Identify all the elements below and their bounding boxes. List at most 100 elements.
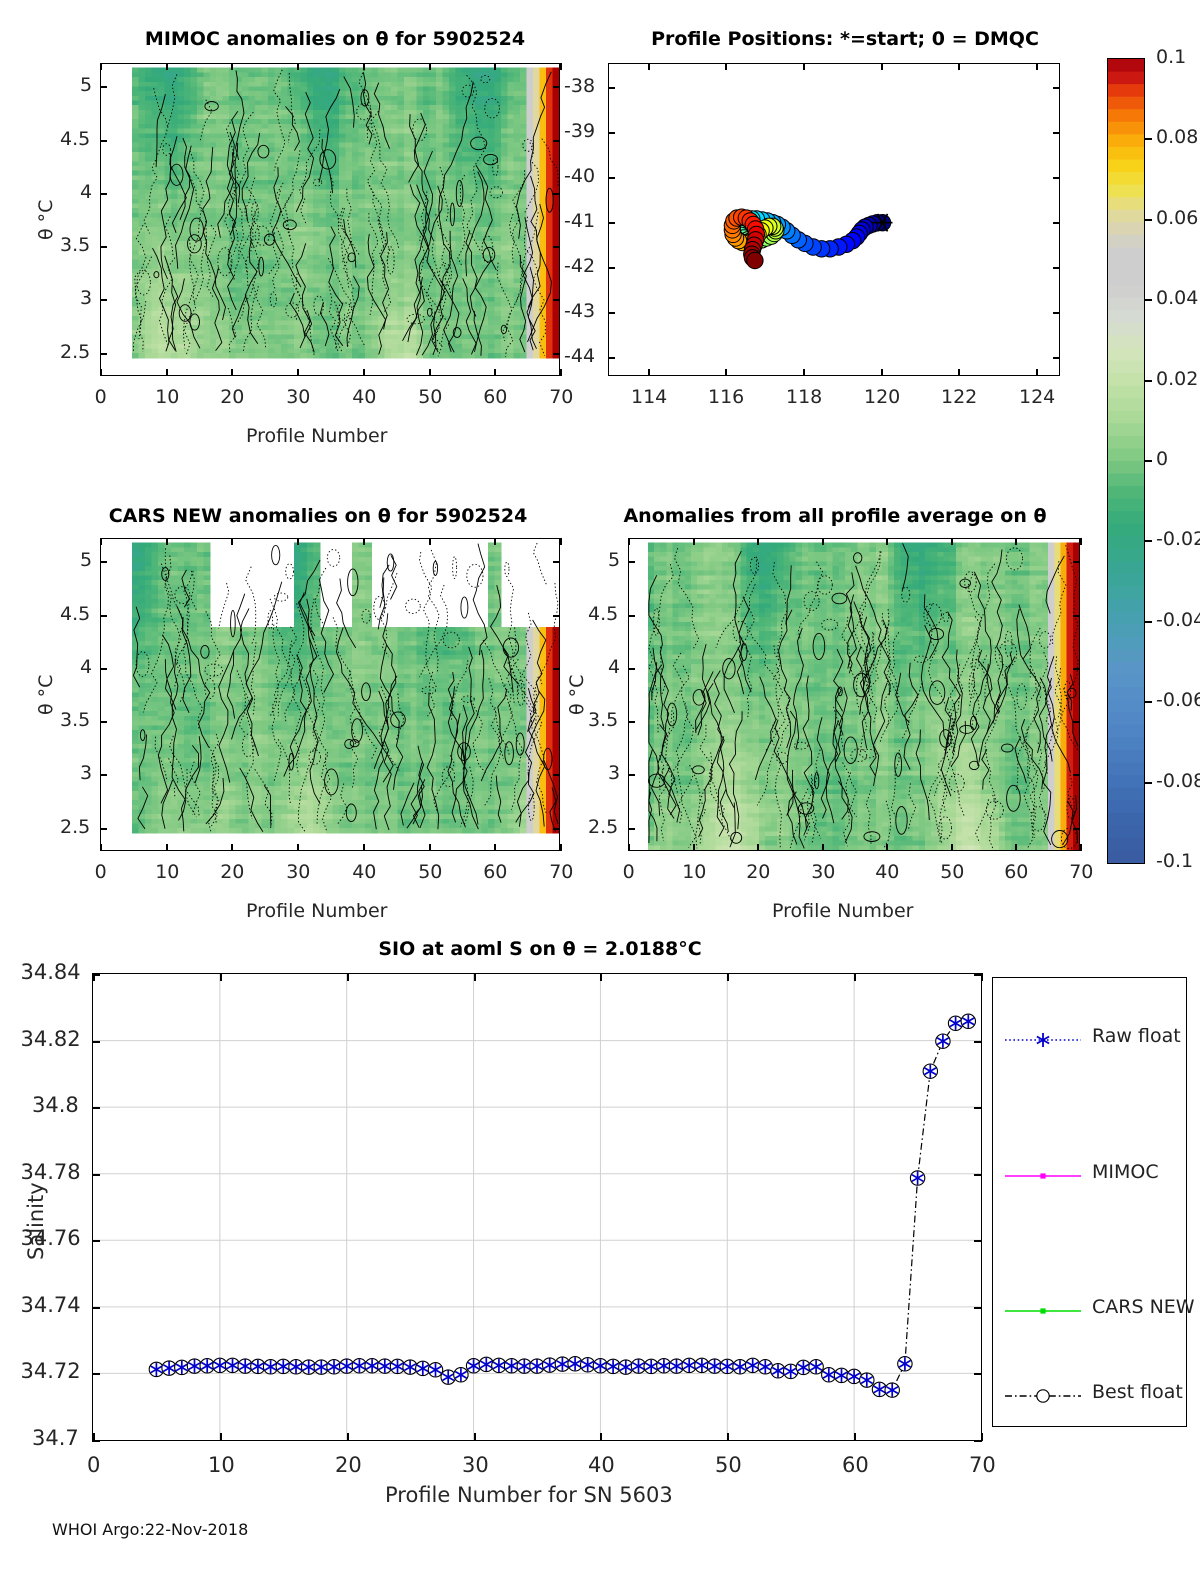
axis-tick — [881, 63, 883, 70]
axis-tick — [166, 369, 168, 376]
axis-tick-label: 0.08 — [1156, 126, 1199, 148]
axis-tick-label: 3.5 — [60, 709, 91, 731]
axis-tick — [1145, 701, 1152, 703]
axis-tick — [628, 561, 635, 563]
axis-tick — [600, 973, 602, 981]
axis-tick — [553, 140, 560, 142]
axis-tick — [1073, 668, 1080, 670]
sio-title: SIO at aoml S on θ = 2.0188°C — [378, 938, 702, 960]
axis-tick — [1036, 63, 1038, 70]
axis-tick — [363, 844, 365, 851]
avg-field — [647, 542, 1079, 850]
axis-tick-label: 5 — [608, 549, 621, 571]
axis-tick — [231, 844, 233, 851]
colorbar-gradient — [1107, 58, 1145, 864]
axis-tick — [100, 63, 102, 70]
axis-tick-label: 30 — [462, 1453, 489, 1477]
axis-tick — [297, 844, 299, 851]
axis-tick — [1015, 844, 1017, 851]
axis-tick — [974, 1240, 982, 1242]
axis-tick-label: 5 — [80, 74, 93, 96]
axis-tick-label: 0 — [1156, 448, 1169, 470]
axis-tick — [553, 668, 560, 670]
axis-tick — [608, 87, 615, 89]
axis-tick — [297, 63, 299, 70]
axis-tick — [1145, 460, 1152, 462]
axis-tick — [560, 538, 562, 545]
avg-xlabel: Profile Number — [772, 900, 914, 922]
axis-tick — [100, 668, 107, 670]
axis-tick-label: 5 — [80, 549, 93, 571]
axis-tick — [100, 369, 102, 376]
axis-tick-label: 70 — [1069, 861, 1094, 883]
cars-ylabel: θ °C — [35, 674, 57, 715]
axis-tick-label: 4 — [608, 656, 621, 678]
axis-tick — [92, 1307, 100, 1309]
axis-tick — [1073, 774, 1080, 776]
axis-tick-label: 0 — [94, 861, 107, 883]
axis-tick-label: 30 — [286, 386, 311, 408]
axis-tick-label: -38 — [564, 75, 596, 97]
axis-tick — [429, 369, 431, 376]
axis-tick — [1145, 219, 1152, 221]
map-axes — [608, 63, 1060, 376]
panel-mimoc-title: MIMOC anomalies on θ for 5902524 — [144, 28, 526, 50]
axis-tick-label: 70 — [549, 386, 574, 408]
axis-tick — [725, 63, 727, 70]
axis-tick-label: 50 — [418, 861, 443, 883]
axis-tick — [951, 844, 953, 851]
legend-item-raw-float: Raw float — [1092, 1025, 1181, 1047]
axis-tick — [628, 615, 635, 617]
axis-tick — [974, 1107, 982, 1109]
panel-cars-title: CARS NEW anomalies on θ for 5902524 — [108, 505, 528, 527]
axis-tick-label: 0.06 — [1156, 207, 1199, 229]
axis-tick — [951, 538, 953, 545]
axis-tick — [974, 1440, 982, 1442]
axis-tick — [560, 369, 562, 376]
axis-tick — [1145, 380, 1152, 382]
axis-tick — [92, 1041, 100, 1043]
axis-tick — [494, 63, 496, 70]
axis-tick-label: 20 — [746, 861, 771, 883]
axis-tick — [886, 538, 888, 545]
axis-tick-label: 4.5 — [60, 603, 91, 625]
axis-tick — [803, 63, 805, 70]
axis-tick-label: 70 — [969, 1453, 996, 1477]
axis-tick — [648, 369, 650, 376]
axis-tick-label: 20 — [335, 1453, 362, 1477]
axis-tick-label: 40 — [352, 861, 377, 883]
axis-tick — [166, 538, 168, 545]
axis-tick — [693, 844, 695, 851]
axis-tick-label: 60 — [483, 861, 508, 883]
axis-tick-label: -40 — [564, 165, 596, 187]
axis-tick — [93, 973, 95, 981]
axis-tick — [100, 193, 107, 195]
axis-tick — [553, 615, 560, 617]
axis-tick — [474, 973, 476, 981]
axis-tick-label: 3.5 — [60, 234, 91, 256]
axis-tick — [553, 828, 560, 830]
axis-tick — [822, 844, 824, 851]
axis-tick — [1053, 222, 1060, 224]
axis-tick-label: 120 — [864, 386, 901, 408]
axis-tick — [1053, 132, 1060, 134]
sio-axes — [92, 973, 982, 1441]
axis-tick — [553, 246, 560, 248]
axis-tick-label: -42 — [564, 255, 596, 277]
axis-tick-label: -39 — [564, 120, 596, 142]
axis-tick — [958, 369, 960, 376]
axis-tick-label: 118 — [786, 386, 823, 408]
sio-legend — [992, 977, 1187, 1427]
axis-tick — [553, 86, 560, 88]
axis-tick — [974, 1307, 982, 1309]
cars-axes — [100, 538, 560, 851]
axis-tick — [231, 538, 233, 545]
axis-tick — [727, 973, 729, 981]
axis-tick — [628, 844, 630, 851]
axis-tick — [628, 828, 635, 830]
axis-tick — [429, 538, 431, 545]
axis-tick — [494, 369, 496, 376]
axis-tick — [822, 538, 824, 545]
axis-tick — [363, 63, 365, 70]
axis-tick-label: 0.02 — [1156, 368, 1199, 390]
